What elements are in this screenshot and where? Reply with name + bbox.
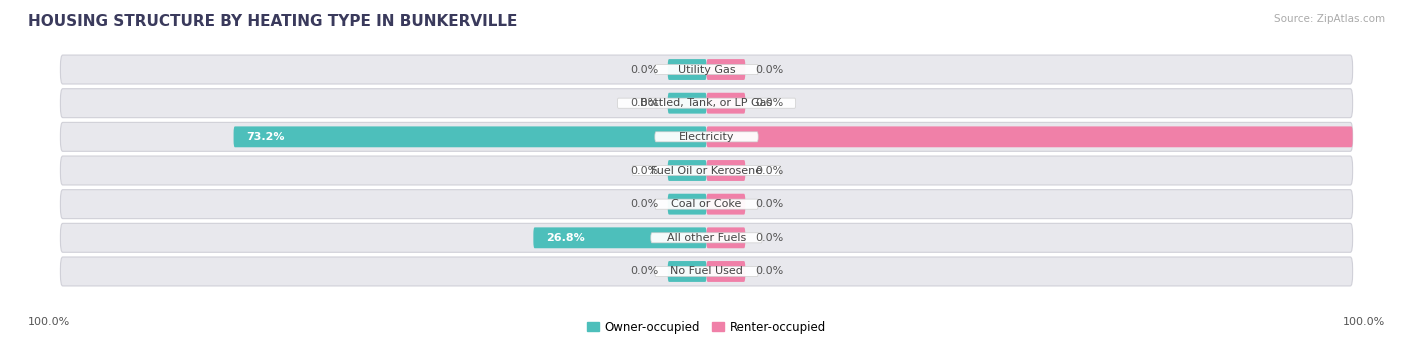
FancyBboxPatch shape (668, 194, 707, 214)
FancyBboxPatch shape (60, 89, 1353, 118)
Text: No Fuel Used: No Fuel Used (671, 266, 742, 277)
Text: 26.8%: 26.8% (547, 233, 585, 243)
Text: Bottled, Tank, or LP Gas: Bottled, Tank, or LP Gas (640, 98, 773, 108)
Legend: Owner-occupied, Renter-occupied: Owner-occupied, Renter-occupied (582, 316, 831, 338)
Text: 0.0%: 0.0% (755, 266, 783, 277)
Text: Source: ZipAtlas.com: Source: ZipAtlas.com (1274, 14, 1385, 24)
FancyBboxPatch shape (655, 64, 758, 75)
FancyBboxPatch shape (707, 127, 1353, 147)
Text: Fuel Oil or Kerosene: Fuel Oil or Kerosene (651, 165, 762, 176)
FancyBboxPatch shape (655, 266, 758, 277)
Text: All other Fuels: All other Fuels (666, 233, 747, 243)
FancyBboxPatch shape (707, 261, 745, 282)
Text: 0.0%: 0.0% (755, 98, 783, 108)
Text: 0.0%: 0.0% (755, 199, 783, 209)
FancyBboxPatch shape (655, 132, 758, 142)
FancyBboxPatch shape (60, 190, 1353, 219)
FancyBboxPatch shape (60, 55, 1353, 84)
Text: 0.0%: 0.0% (755, 233, 783, 243)
FancyBboxPatch shape (233, 127, 707, 147)
FancyBboxPatch shape (617, 98, 796, 108)
Text: 0.0%: 0.0% (630, 199, 658, 209)
FancyBboxPatch shape (668, 93, 707, 114)
FancyBboxPatch shape (668, 160, 707, 181)
FancyBboxPatch shape (707, 160, 745, 181)
Text: Coal or Coke: Coal or Coke (671, 199, 742, 209)
FancyBboxPatch shape (633, 165, 780, 176)
FancyBboxPatch shape (707, 59, 745, 80)
FancyBboxPatch shape (707, 194, 745, 214)
FancyBboxPatch shape (707, 93, 745, 114)
FancyBboxPatch shape (651, 233, 762, 243)
Text: 100.0%: 100.0% (1362, 132, 1406, 142)
Text: 100.0%: 100.0% (28, 317, 70, 327)
Text: 0.0%: 0.0% (755, 165, 783, 176)
FancyBboxPatch shape (60, 156, 1353, 185)
Text: 0.0%: 0.0% (630, 266, 658, 277)
Text: 0.0%: 0.0% (630, 64, 658, 75)
FancyBboxPatch shape (60, 257, 1353, 286)
FancyBboxPatch shape (707, 227, 745, 248)
FancyBboxPatch shape (533, 227, 707, 248)
Text: HOUSING STRUCTURE BY HEATING TYPE IN BUNKERVILLE: HOUSING STRUCTURE BY HEATING TYPE IN BUN… (28, 14, 517, 29)
FancyBboxPatch shape (60, 122, 1353, 151)
Text: 100.0%: 100.0% (1343, 317, 1385, 327)
Text: Utility Gas: Utility Gas (678, 64, 735, 75)
Text: 0.0%: 0.0% (630, 165, 658, 176)
Text: 73.2%: 73.2% (246, 132, 285, 142)
Text: Electricity: Electricity (679, 132, 734, 142)
Text: 0.0%: 0.0% (630, 98, 658, 108)
FancyBboxPatch shape (668, 261, 707, 282)
FancyBboxPatch shape (60, 223, 1353, 252)
Text: 0.0%: 0.0% (755, 64, 783, 75)
FancyBboxPatch shape (668, 59, 707, 80)
FancyBboxPatch shape (655, 199, 758, 209)
